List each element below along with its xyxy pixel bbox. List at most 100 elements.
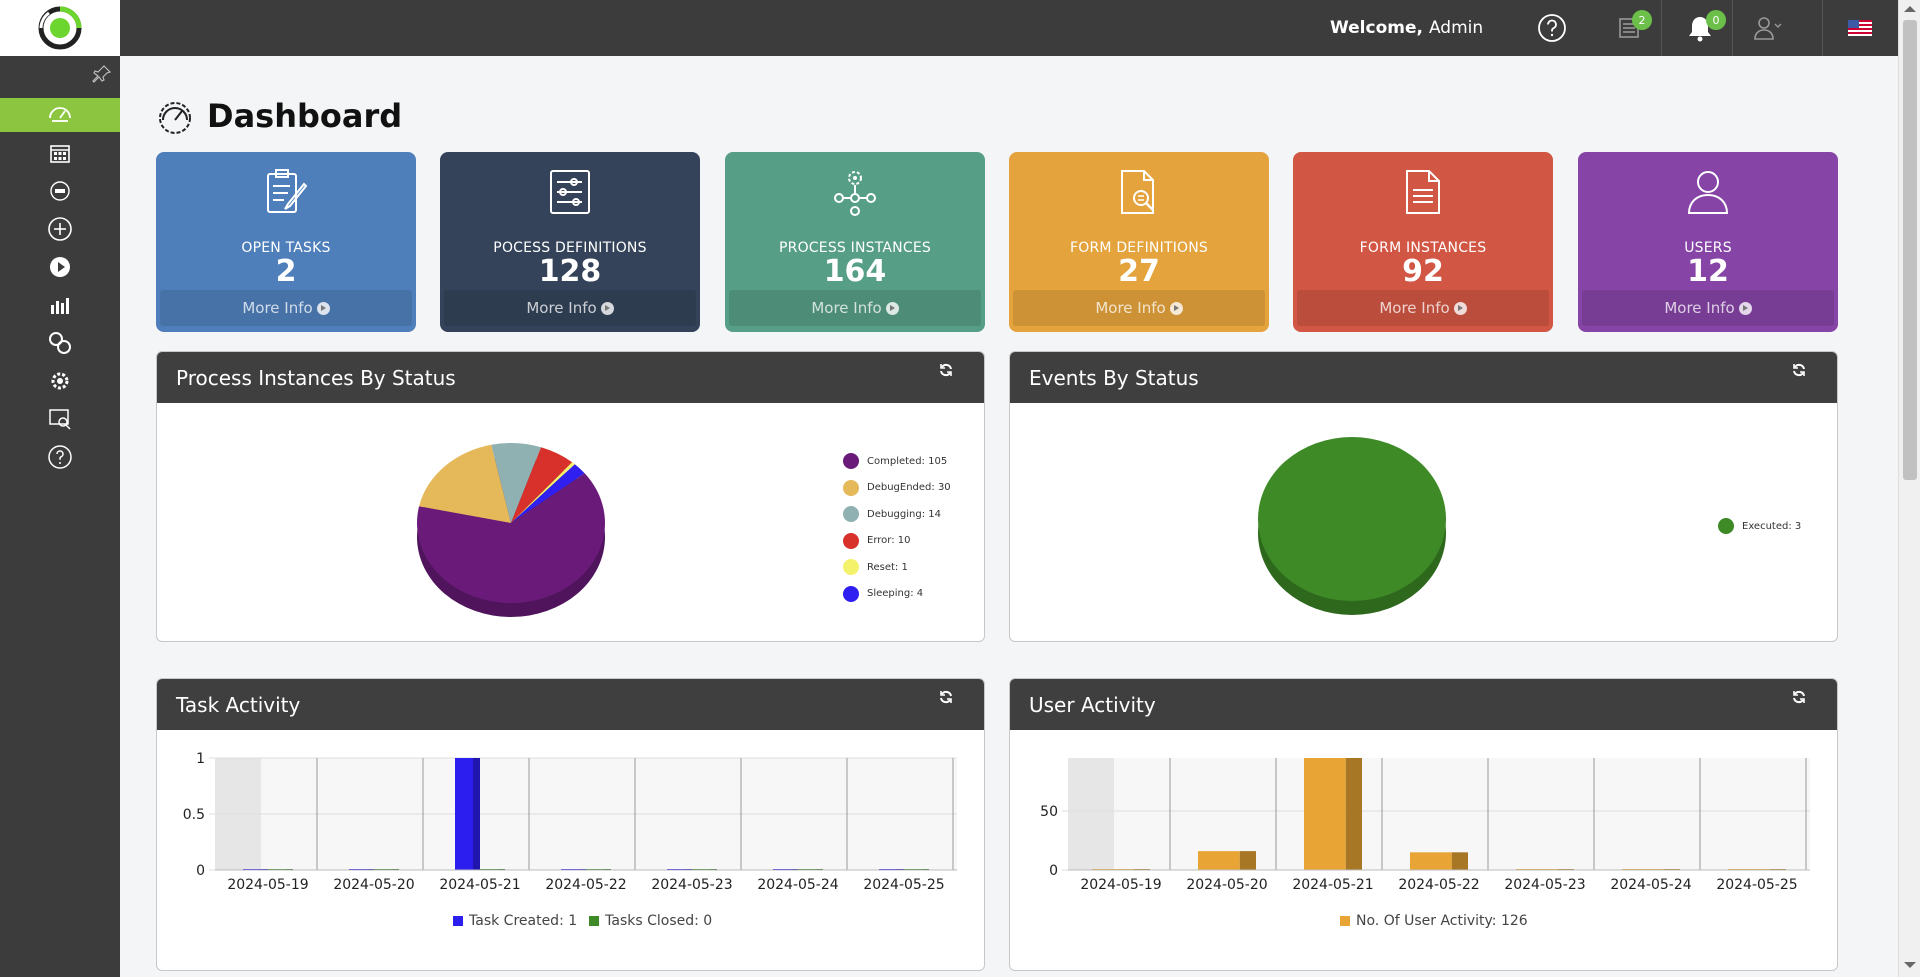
sidebar-item-dashboard[interactable] — [0, 98, 120, 132]
pin-sidebar-button[interactable] — [92, 64, 112, 88]
legend-label: Debugging: 14 — [867, 508, 941, 520]
x-tick-label: 2024-05-22 — [1398, 877, 1479, 893]
more-info-link[interactable]: More Info — [729, 290, 981, 326]
legend-item[interactable]: Tasks Closed: 0 — [589, 913, 712, 929]
pie-slice-debugended[interactable] — [419, 444, 511, 523]
more-info-link[interactable]: More Info — [444, 290, 696, 326]
pie-slice-reset[interactable] — [511, 462, 575, 523]
top-bar: Welcome, Admin 2 0 — [0, 0, 1898, 56]
refresh-button[interactable] — [938, 689, 954, 709]
more-info-link[interactable]: More Info — [1582, 290, 1834, 326]
sidebar-item-bpmn[interactable] — [0, 174, 120, 208]
process-instances-card[interactable]: PROCESS INSTANCES 164 More Info — [725, 152, 985, 332]
pie-slice-sleeping[interactable] — [511, 464, 585, 523]
refresh-button[interactable] — [938, 362, 954, 382]
sidebar-item-processes[interactable] — [0, 326, 120, 360]
scroll-thumb[interactable] — [1903, 20, 1917, 480]
legend-swatch — [453, 916, 463, 926]
y-tick-label: 0 — [1049, 863, 1058, 879]
events-status-pie-chart — [1258, 437, 1446, 615]
bar-side — [473, 758, 480, 870]
bar[interactable] — [455, 758, 473, 870]
circle-arrow-icon — [1169, 301, 1183, 315]
scroll-up-arrow[interactable] — [1904, 6, 1916, 12]
notifications-button[interactable]: 0 — [1670, 0, 1730, 56]
card-label: USERS — [1684, 240, 1732, 256]
process-circle-icon — [50, 181, 70, 201]
more-info-label: More Info — [1664, 299, 1735, 317]
divider — [1822, 0, 1823, 56]
process-definitions-card[interactable]: POCESS DEFINITIONS 128 More Info — [440, 152, 700, 332]
sidebar-item-create[interactable] — [0, 212, 120, 246]
pin-icon — [92, 65, 112, 83]
calendar-icon — [50, 145, 70, 163]
bar[interactable] — [1410, 852, 1452, 870]
sidebar-item-settings[interactable] — [0, 364, 120, 398]
monitor-search-icon — [49, 409, 71, 430]
sidebar — [0, 56, 120, 977]
scroll-down-arrow[interactable] — [1904, 962, 1916, 968]
legend-item[interactable]: Debugging: 14 — [843, 506, 941, 522]
tasks-button[interactable]: 2 — [1600, 0, 1660, 56]
user-menu-button[interactable] — [1742, 0, 1792, 56]
legend-item[interactable]: Sleeping: 4 — [843, 585, 924, 602]
help-button[interactable] — [1532, 0, 1572, 56]
x-tick-label: 2024-05-25 — [863, 877, 944, 893]
card-value: 128 — [538, 254, 602, 289]
sidebar-item-monitor[interactable] — [0, 402, 120, 436]
pie-slice-error[interactable] — [511, 447, 573, 523]
refresh-button[interactable] — [1791, 689, 1807, 709]
legend-label: DebugEnded: 30 — [867, 482, 951, 493]
legend-item[interactable]: Reset: 1 — [843, 559, 908, 575]
legend-item[interactable]: No. Of User Activity: 126 — [1340, 913, 1528, 929]
card-value: 12 — [1687, 254, 1729, 289]
x-tick-label: 2024-05-24 — [757, 877, 838, 893]
plot-area — [1068, 758, 1810, 870]
pie-slice-executed[interactable] — [1258, 437, 1446, 601]
users-card[interactable]: USERS 12 More Info — [1578, 152, 1838, 332]
more-info-link[interactable]: More Info — [1297, 290, 1549, 326]
user-activity-panel: User Activity 0 50 2024-05-19 2024-05-20 202… — [1009, 678, 1838, 971]
us-flag-icon — [1848, 20, 1872, 36]
form-definitions-card[interactable]: FORM DEFINITIONS 27 More Info — [1009, 152, 1269, 332]
form-instances-card[interactable]: FORM INSTANCES 92 More Info — [1293, 152, 1553, 332]
plot-shade — [1068, 758, 1114, 870]
panel-title: User Activity — [1029, 693, 1156, 717]
bar[interactable] — [1198, 851, 1240, 870]
tasks-badge: 2 — [1632, 10, 1652, 30]
pie-slice-debugging[interactable] — [491, 443, 542, 523]
app-logo[interactable] — [0, 0, 120, 56]
sidebar-item-run[interactable] — [0, 250, 120, 284]
language-selector[interactable] — [1845, 0, 1875, 56]
more-info-label: More Info — [1095, 299, 1166, 317]
sidebar-item-help[interactable] — [0, 440, 120, 474]
bar-chart-icon — [51, 298, 69, 314]
panel-header: Events By Status — [1010, 352, 1837, 403]
sidebar-item-reports[interactable] — [0, 288, 120, 322]
legend-item[interactable]: DebugEnded: 30 — [843, 479, 951, 496]
page-header: Dashboard — [155, 96, 402, 136]
card-value: 2 — [275, 254, 297, 289]
more-info-link[interactable]: More Info — [160, 290, 412, 326]
legend-swatch — [1718, 518, 1734, 534]
legend-item[interactable]: Task Created: 1 — [453, 913, 577, 929]
sidebar-item-calendar[interactable] — [0, 136, 120, 170]
bar[interactable] — [1304, 758, 1346, 870]
help-icon — [1538, 14, 1566, 42]
open-tasks-card[interactable]: OPEN TASKS 2 More Info — [156, 152, 416, 332]
chart-legend: Task Created: 1 Tasks Closed: 0 — [453, 913, 724, 929]
refresh-icon — [1793, 363, 1805, 377]
legend-item[interactable]: Executed: 3 — [1718, 518, 1801, 534]
refresh-icon — [940, 363, 952, 377]
page-scrollbar[interactable] — [1898, 0, 1920, 977]
legend-item[interactable]: Error: 10 — [843, 532, 910, 549]
more-info-link[interactable]: More Info — [1013, 290, 1265, 326]
circle-arrow-icon — [885, 301, 899, 315]
refresh-button[interactable] — [1791, 362, 1807, 382]
pie-slice-completed[interactable] — [417, 473, 606, 603]
more-info-label: More Info — [526, 299, 597, 317]
legend-label: Sleeping: 4 — [867, 588, 924, 599]
help-icon — [48, 445, 72, 469]
legend-item[interactable]: Completed: 105 — [843, 453, 947, 469]
bar-side — [1239, 851, 1256, 870]
